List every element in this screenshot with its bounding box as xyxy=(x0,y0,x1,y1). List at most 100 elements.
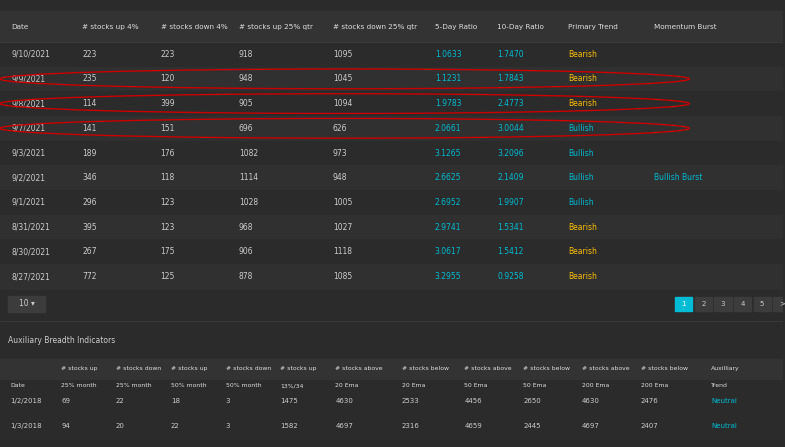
Text: # stocks above: # stocks above xyxy=(335,366,383,371)
Text: 10-Day Ratio: 10-Day Ratio xyxy=(498,24,544,30)
Text: 25% month: 25% month xyxy=(61,384,97,388)
Text: 20: 20 xyxy=(116,423,125,429)
Bar xyxy=(0,190,783,215)
Text: 948: 948 xyxy=(333,173,348,182)
Text: 9/7/2021: 9/7/2021 xyxy=(12,124,46,133)
Text: # stocks below: # stocks below xyxy=(402,366,449,371)
Text: 1.5341: 1.5341 xyxy=(498,223,524,232)
Text: 399: 399 xyxy=(161,99,175,108)
Text: 1005: 1005 xyxy=(333,198,352,207)
Text: 9/3/2021: 9/3/2021 xyxy=(12,148,46,157)
Text: 878: 878 xyxy=(239,272,254,281)
Bar xyxy=(754,297,771,311)
Text: Bearish: Bearish xyxy=(568,223,597,232)
Text: 2.0661: 2.0661 xyxy=(435,124,462,133)
Text: 200 Ema: 200 Ema xyxy=(582,384,609,388)
Bar xyxy=(0,359,783,392)
Text: 4: 4 xyxy=(740,301,745,307)
Text: 10 ▾: 10 ▾ xyxy=(19,299,35,308)
Text: 1/3/2018: 1/3/2018 xyxy=(10,423,42,429)
Text: 1045: 1045 xyxy=(333,74,352,84)
Text: 968: 968 xyxy=(239,223,254,232)
Text: 918: 918 xyxy=(239,50,254,59)
Text: 1085: 1085 xyxy=(333,272,352,281)
Text: 175: 175 xyxy=(161,247,175,256)
Text: 1028: 1028 xyxy=(239,198,258,207)
Bar xyxy=(0,116,783,141)
Bar xyxy=(8,296,46,312)
Text: 118: 118 xyxy=(161,173,175,182)
Text: # stocks up 25% qtr: # stocks up 25% qtr xyxy=(239,24,313,30)
Text: 25% month: 25% month xyxy=(116,384,152,388)
Text: 1.9907: 1.9907 xyxy=(498,198,524,207)
Text: 176: 176 xyxy=(161,148,175,157)
Text: Bearish: Bearish xyxy=(568,247,597,256)
Text: 189: 189 xyxy=(82,148,97,157)
Text: 3.2955: 3.2955 xyxy=(435,272,462,281)
Text: 9/8/2021: 9/8/2021 xyxy=(12,99,46,108)
Text: Trend: Trend xyxy=(711,384,728,388)
Text: 223: 223 xyxy=(82,50,97,59)
Text: 50% month: 50% month xyxy=(171,384,206,388)
Text: 151: 151 xyxy=(161,124,175,133)
Text: 4697: 4697 xyxy=(582,423,600,429)
Text: 20 Ema: 20 Ema xyxy=(335,384,359,388)
Text: # stocks up: # stocks up xyxy=(61,366,97,371)
Text: Momentum Burst: Momentum Burst xyxy=(654,24,717,30)
Text: 9/2/2021: 9/2/2021 xyxy=(12,173,46,182)
Text: # stocks down 4%: # stocks down 4% xyxy=(161,24,228,30)
Text: 3: 3 xyxy=(225,398,230,404)
Bar xyxy=(0,165,783,190)
Text: 2533: 2533 xyxy=(402,398,419,404)
Text: 1114: 1114 xyxy=(239,173,258,182)
Text: 8/30/2021: 8/30/2021 xyxy=(12,247,50,256)
Text: # stocks up 4%: # stocks up 4% xyxy=(82,24,139,30)
Bar xyxy=(773,297,785,311)
Text: # stocks down: # stocks down xyxy=(116,366,161,371)
Text: # stocks below: # stocks below xyxy=(524,366,570,371)
Text: 4630: 4630 xyxy=(335,398,353,404)
Text: 8/31/2021: 8/31/2021 xyxy=(12,223,50,232)
Text: # stocks above: # stocks above xyxy=(582,366,630,371)
Text: Bullish: Bullish xyxy=(568,124,593,133)
Text: 94: 94 xyxy=(61,423,70,429)
Text: Bullish: Bullish xyxy=(568,148,593,157)
Text: Neutral: Neutral xyxy=(711,423,737,429)
Text: 4659: 4659 xyxy=(465,423,482,429)
Bar xyxy=(0,413,783,439)
Text: Date: Date xyxy=(10,384,25,388)
Bar xyxy=(714,297,732,311)
Text: Bearish: Bearish xyxy=(568,74,597,84)
Bar xyxy=(734,297,751,311)
Text: 50% month: 50% month xyxy=(225,384,261,388)
Text: Bullish Burst: Bullish Burst xyxy=(654,173,703,182)
Text: 1.9783: 1.9783 xyxy=(435,99,462,108)
Text: Bearish: Bearish xyxy=(568,99,597,108)
Bar xyxy=(0,141,783,165)
Text: 1094: 1094 xyxy=(333,99,352,108)
Text: 1095: 1095 xyxy=(333,50,352,59)
Text: 3.0617: 3.0617 xyxy=(435,247,462,256)
Text: 235: 235 xyxy=(82,74,97,84)
Bar xyxy=(0,42,783,67)
Text: # stocks below: # stocks below xyxy=(641,366,688,371)
Text: 1118: 1118 xyxy=(333,247,352,256)
Text: 1.7470: 1.7470 xyxy=(498,50,524,59)
Text: 9/10/2021: 9/10/2021 xyxy=(12,50,50,59)
Text: 4630: 4630 xyxy=(582,398,600,404)
Text: # stocks above: # stocks above xyxy=(465,366,512,371)
Text: 2316: 2316 xyxy=(402,423,420,429)
Text: 2.9741: 2.9741 xyxy=(435,223,462,232)
Text: Primary Trend: Primary Trend xyxy=(568,24,618,30)
Text: 8/27/2021: 8/27/2021 xyxy=(12,272,50,281)
Text: 9/9/2021: 9/9/2021 xyxy=(12,74,46,84)
Text: 2: 2 xyxy=(701,301,706,307)
Text: 1.5412: 1.5412 xyxy=(498,247,524,256)
Text: 1082: 1082 xyxy=(239,148,258,157)
Bar xyxy=(695,297,712,311)
Bar xyxy=(0,215,783,240)
Text: 9/1/2021: 9/1/2021 xyxy=(12,198,46,207)
Text: Auxilliary: Auxilliary xyxy=(711,366,739,371)
Bar xyxy=(0,91,783,116)
Text: 120: 120 xyxy=(161,74,175,84)
